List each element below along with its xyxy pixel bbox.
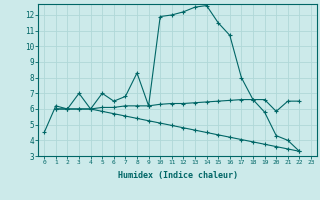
X-axis label: Humidex (Indice chaleur): Humidex (Indice chaleur) <box>118 171 238 180</box>
